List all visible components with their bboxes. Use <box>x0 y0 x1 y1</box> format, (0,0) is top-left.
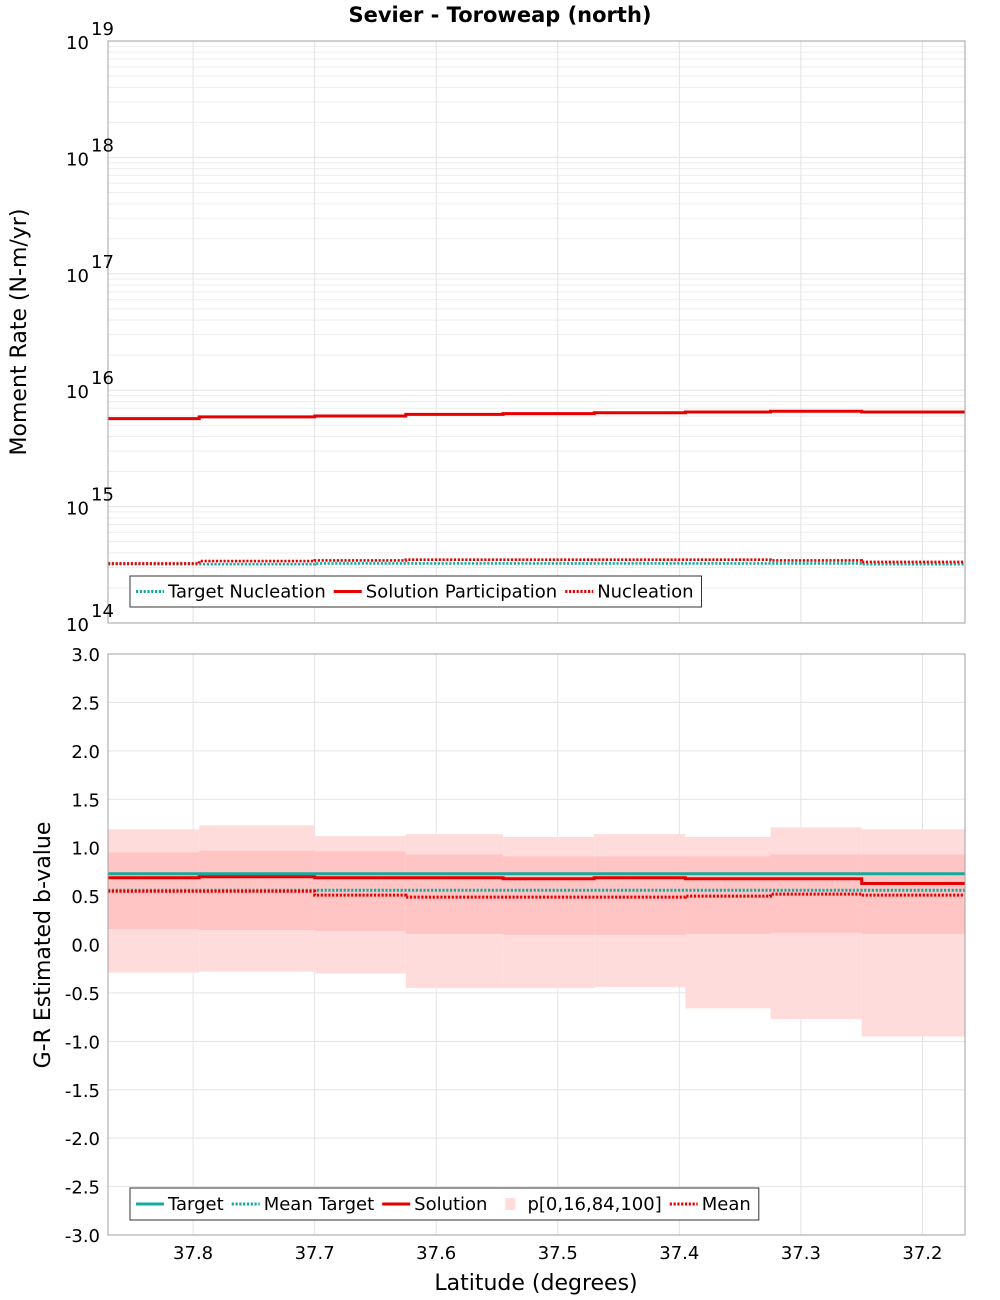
band-inner-rect <box>594 856 686 935</box>
b-value-y-ticks: -3.0 -2.5 -2.0 -1.5 -1.0 -0.5 0.0 0.5 1.0 1.5 2.0 2… <box>65 645 100 1247</box>
y-tick-exponent: 15 <box>91 485 114 506</box>
y-tick-exponent: 14 <box>91 601 114 622</box>
y-tick-label: -3.0 <box>65 1226 100 1247</box>
y-tick-exponent: 17 <box>91 252 114 273</box>
series-line <box>108 562 965 566</box>
y-tick-exponent: 18 <box>91 135 114 156</box>
x-tick-label: 37.6 <box>416 1243 456 1264</box>
x-tick-label: 37.7 <box>295 1243 335 1264</box>
y-tick-base: 10 <box>66 615 89 636</box>
y-tick-label: 1.5 <box>71 790 100 811</box>
band-inner-rect <box>770 854 862 933</box>
legend-item: Nucleation <box>565 582 694 603</box>
legend-item: p[0,16,84,100] <box>505 1194 662 1215</box>
y-tick-label: 0.0 <box>71 936 100 957</box>
series-line <box>108 889 965 899</box>
legend-item: Solution <box>382 1194 487 1215</box>
y-tick-exponent: 16 <box>91 368 114 389</box>
x-tick-label: 37.5 <box>538 1243 578 1264</box>
b-value-y-axis-label: G-R Estimated b-value <box>31 822 56 1069</box>
series-line <box>108 409 965 421</box>
x-tick-label: 37.4 <box>659 1243 699 1264</box>
y-tick-base: 10 <box>66 499 89 520</box>
x-ticks: 37.8 37.7 37.6 37.5 37.4 37.3 37.2 <box>173 1243 942 1264</box>
moment-rate-y-axis-label: Moment Rate (N-m/yr) <box>7 209 32 456</box>
y-tick-base: 10 <box>66 266 89 287</box>
moment-rate-legend: Target Nucleation Solution Participation N… <box>129 575 702 608</box>
b-value-percentile-band <box>108 825 965 1037</box>
y-tick-base: 10 <box>66 149 89 170</box>
y-tick-label: -1.0 <box>65 1032 100 1053</box>
y-tick-label: -0.5 <box>65 984 100 1005</box>
y-tick-label: 2.5 <box>71 693 100 714</box>
legend-swatch <box>505 1198 516 1210</box>
x-tick-label: 37.8 <box>173 1243 213 1264</box>
legend-item: Solution Participation <box>333 582 557 603</box>
legend-label: Mean Target <box>264 1194 374 1215</box>
x-tick-label: 37.3 <box>781 1243 821 1264</box>
legend-label: Target <box>167 1194 224 1215</box>
y-tick-base: 10 <box>66 33 89 54</box>
y-tick-exponent: 19 <box>91 19 114 40</box>
legend-item: Mean Target <box>231 1194 374 1215</box>
legend-label: Solution <box>414 1194 487 1215</box>
b-value-plot: -3.0 -2.5 -2.0 -1.5 -1.0 -0.5 0.0 0.5 1.0 1.5 2.0 2… <box>31 645 966 1296</box>
legend-label: Nucleation <box>597 582 693 603</box>
legend-box <box>129 1187 760 1221</box>
chart-title: Sevier - Toroweap (north) <box>348 3 651 27</box>
y-tick-label: -2.5 <box>65 1178 100 1199</box>
legend-item: Target <box>136 1194 224 1215</box>
b-value-legend: Target Mean Target Solution p[0,16,84,100] M… <box>129 1187 760 1221</box>
y-tick-label: 2.0 <box>71 742 100 763</box>
b-value-frame <box>107 653 966 1236</box>
b-value-series <box>108 872 965 899</box>
y-tick-label: 1.0 <box>71 839 100 860</box>
x-axis-label: Latitude (degrees) <box>434 1271 637 1296</box>
band-inner-rect <box>108 852 200 930</box>
y-tick-label: -2.0 <box>65 1129 100 1150</box>
series-line <box>108 558 965 565</box>
x-tick-label: 37.2 <box>902 1243 942 1264</box>
y-tick-base: 10 <box>66 382 89 403</box>
legend-label: p[0,16,84,100] <box>527 1194 661 1215</box>
legend-item: Target Nucleation <box>136 582 326 603</box>
moment-rate-grid <box>108 40 965 624</box>
band-inner-rect <box>405 854 504 934</box>
moment-rate-series <box>108 409 965 566</box>
legend-label: Target Nucleation <box>167 582 326 603</box>
y-tick-label: 3.0 <box>71 645 100 666</box>
y-tick-label: 0.5 <box>71 887 100 908</box>
legend-label: Mean <box>702 1194 751 1215</box>
y-tick-label: -1.5 <box>65 1081 100 1102</box>
series-line <box>108 875 965 885</box>
legend-item: Mean <box>669 1194 751 1215</box>
moment-rate-frame <box>107 40 966 624</box>
legend-label: Solution Participation <box>366 582 557 603</box>
legend-box <box>129 575 702 608</box>
band-inner-rect <box>503 856 595 935</box>
